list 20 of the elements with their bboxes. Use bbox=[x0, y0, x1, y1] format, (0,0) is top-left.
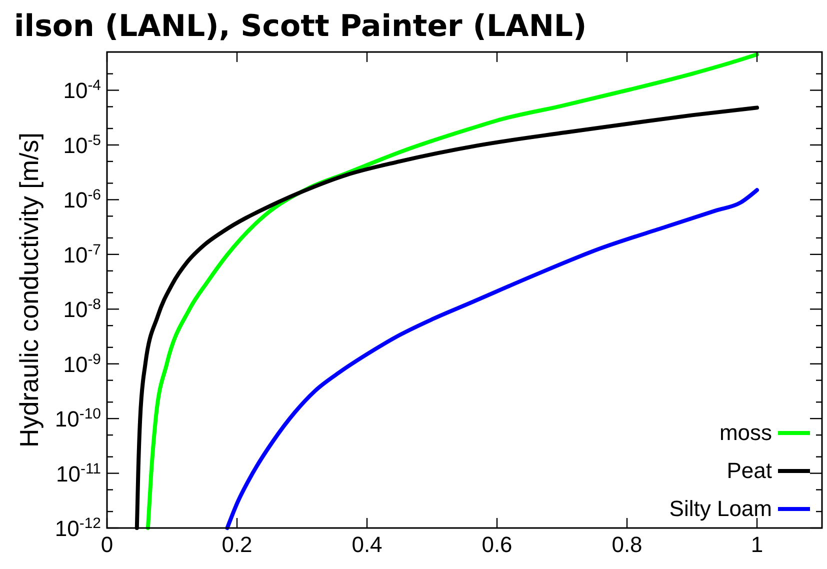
x-tick-label: 0.8 bbox=[612, 532, 642, 557]
x-tick-label: 0 bbox=[100, 532, 114, 557]
y-tick-label: 10$^{-6}$ bbox=[63, 186, 101, 213]
y-tick-label: 10$^{-10}$ bbox=[54, 405, 101, 432]
x-tick-label: 0.2 bbox=[222, 532, 252, 557]
text: ilson (LANL), Scott Painter (LANL) bbox=[14, 9, 587, 44]
x-tick-label: 0.4 bbox=[352, 532, 382, 557]
y-tick-label: 10$^{-7}$ bbox=[63, 240, 101, 268]
legend-label: moss bbox=[719, 420, 772, 445]
y-tick-label: 10$^{-8}$ bbox=[63, 296, 101, 322]
legend-label: Peat bbox=[726, 458, 772, 483]
x-tick-label: 0.6 bbox=[482, 532, 512, 557]
y-tick-label: 10$^{-11}$ bbox=[56, 460, 101, 486]
y-tick-label: 10$^{-5}$ bbox=[63, 131, 101, 158]
y-axis-title: Hydraulic conductivity [m/s] bbox=[14, 132, 44, 448]
x-tick-label: 1 bbox=[750, 532, 764, 557]
y-tick-label: 10$^{-9}$ bbox=[63, 350, 101, 377]
y-tick-label: 10$^{-12}$ bbox=[54, 514, 101, 541]
y-tick-label: 10$^{-4}$ bbox=[63, 76, 101, 104]
legend-label: Silty Loam bbox=[669, 496, 772, 521]
